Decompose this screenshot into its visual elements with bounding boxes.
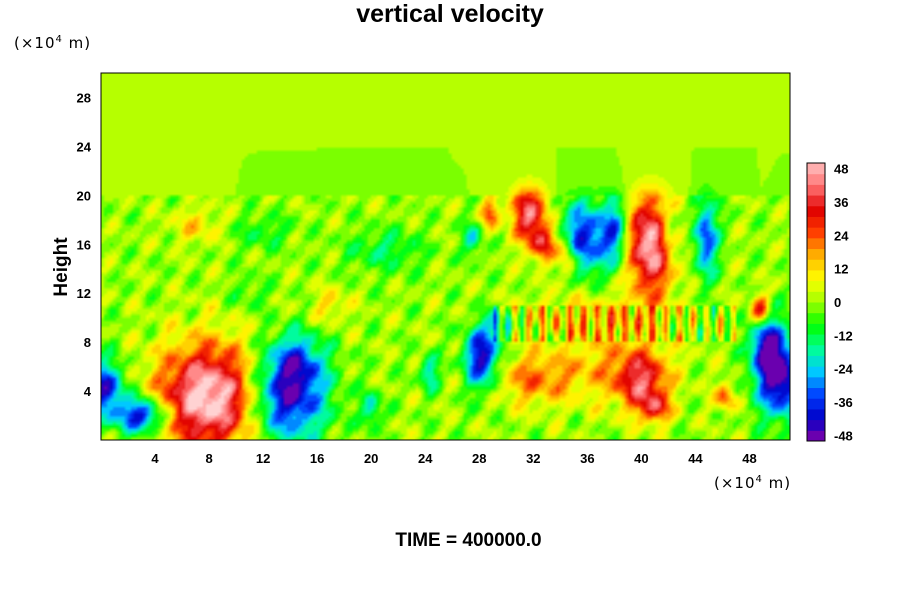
colorbar-frame	[806, 162, 826, 442]
plot-frame	[100, 72, 791, 441]
colorbar-segment	[807, 195, 825, 207]
colorbar-segment	[807, 408, 825, 421]
x-tick-label: 40	[634, 451, 648, 466]
colorbar-segment	[807, 291, 825, 303]
x-tick-label: 12	[256, 451, 270, 466]
colorbar-tick-label: -48	[834, 428, 853, 443]
y-tick-label: 24	[77, 139, 92, 154]
colorbar-tick-label: 36	[834, 195, 848, 210]
x-tick-label: 48	[742, 451, 756, 466]
colorbar-segment	[807, 269, 825, 282]
y-tick-label: 12	[77, 286, 91, 301]
y-tick-label: 8	[84, 335, 91, 350]
colorbar-segment	[807, 366, 825, 378]
colorbar-segment	[807, 312, 825, 324]
colorbar-tick-label: 24	[834, 228, 849, 243]
colorbar-segment	[807, 344, 825, 356]
colorbar-segment	[807, 163, 825, 175]
y-tick-label: 28	[77, 90, 91, 105]
x-axis-ticks: 4 8 12 16 20 24 28 32 36 40 44 48	[151, 451, 756, 466]
colorbar-segment	[807, 237, 825, 250]
x-tick-label: 32	[526, 451, 540, 466]
colorbar-tick-label: 0	[834, 295, 841, 310]
x-tick-label: 8	[205, 451, 212, 466]
colorbar-segment	[807, 248, 825, 260]
colorbar-segment	[807, 398, 825, 410]
colorbar-segment	[807, 302, 825, 314]
colorbar-segment	[807, 430, 825, 442]
x-tick-label: 44	[688, 451, 703, 466]
y-tick-label: 16	[77, 237, 91, 252]
colorbar-segment	[807, 334, 825, 346]
x-unit-label: (×104 m)	[714, 474, 792, 492]
velocity-field	[101, 73, 790, 440]
x-tick-label: 24	[418, 451, 433, 466]
colorbar-tick-label: 48	[834, 162, 848, 177]
colorbar-segment	[807, 376, 825, 389]
colorbar-segment	[807, 419, 825, 431]
y-axis-ticks: 4 8 12 16 20 24 28	[77, 90, 92, 399]
y-tick-label: 20	[77, 188, 91, 203]
x-tick-label: 20	[364, 451, 378, 466]
x-tick-label: 4	[151, 451, 159, 466]
colorbar-segment	[807, 227, 825, 239]
colorbar-segment	[807, 387, 825, 399]
colorbar-segment	[807, 184, 825, 196]
chart-title: vertical velocity	[356, 0, 544, 28]
colorbar-segment	[807, 323, 825, 335]
colorbar-segment	[807, 259, 825, 271]
colorbar-segment	[807, 205, 825, 217]
time-label: TIME = 400000.0	[395, 530, 542, 551]
colorbar-tick-label: -36	[834, 395, 853, 410]
y-tick-label: 4	[84, 384, 92, 399]
x-tick-label: 16	[310, 451, 324, 466]
colorbar-segment	[807, 355, 825, 367]
x-tick-label: 36	[580, 451, 594, 466]
y-unit-label: (×104 m)	[14, 34, 92, 52]
colorbar-segment	[807, 173, 825, 185]
x-tick-label: 28	[472, 451, 486, 466]
colorbar-segment	[807, 216, 825, 228]
colorbar-segment	[807, 280, 825, 292]
colorbar: 48 36 24 12 0 -12 -24 -36 -48	[806, 162, 854, 443]
colorbar-tick-label: -24	[834, 362, 854, 377]
colorbar-tick-label: -12	[834, 328, 853, 343]
colorbar-tick-label: 12	[834, 262, 848, 277]
